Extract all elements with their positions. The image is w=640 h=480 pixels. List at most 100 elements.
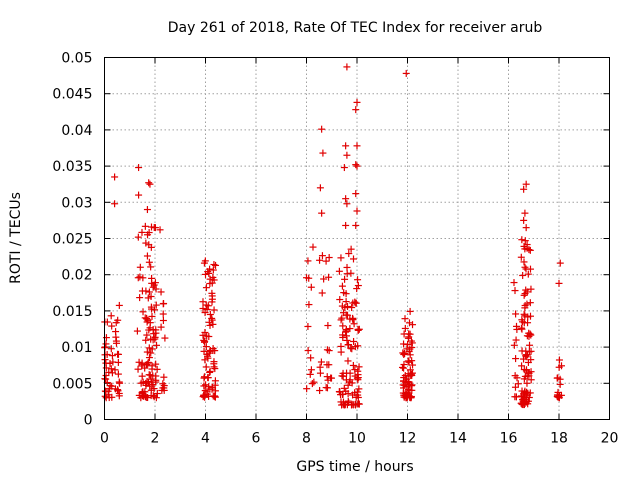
data-point [204, 302, 212, 310]
data-point [523, 332, 531, 340]
data-point-outlier [342, 221, 350, 229]
data-point [206, 367, 214, 375]
data-point-outlier [521, 209, 529, 217]
data-point [521, 388, 529, 396]
data-point [206, 275, 214, 283]
data-point [199, 331, 207, 339]
data-point [148, 345, 156, 353]
data-point-outlier [520, 185, 528, 193]
data-point [355, 385, 363, 393]
data-point [349, 361, 357, 369]
data-point [145, 241, 153, 249]
y-tick-label: 0.04 [61, 123, 92, 139]
y-tick-label: 0.05 [61, 51, 92, 67]
data-point [338, 282, 346, 290]
data-point [309, 243, 317, 251]
data-point [111, 385, 119, 393]
data-point [342, 298, 350, 306]
data-point [347, 245, 355, 253]
data-point [208, 292, 216, 300]
data-point [199, 305, 207, 313]
data-point [142, 239, 150, 247]
data-point [138, 372, 146, 380]
plot-frame [104, 57, 610, 420]
data-point [520, 319, 528, 327]
data-point [316, 256, 324, 264]
data-point [527, 285, 535, 293]
x-tick-label: 14 [449, 431, 467, 447]
data-point [152, 301, 160, 309]
x-tick-label: 20 [601, 431, 619, 447]
data-point [102, 340, 110, 348]
data-point [115, 301, 123, 309]
data-point-outlier [352, 161, 360, 169]
data-point [151, 306, 159, 314]
data-point [527, 376, 535, 384]
data-point [142, 336, 150, 344]
y-axis-label: ROTI / TECUs [8, 192, 24, 284]
data-point [200, 336, 208, 344]
data-point [337, 316, 345, 324]
data-point [404, 341, 412, 349]
data-point [521, 245, 529, 253]
x-tick-label: 10 [348, 431, 366, 447]
data-point [159, 310, 167, 318]
data-point [513, 322, 521, 330]
data-point-outlier [111, 200, 119, 208]
data-point [202, 284, 210, 292]
data-point [152, 372, 160, 380]
data-point [142, 381, 150, 389]
data-point [323, 384, 331, 392]
data-point [136, 263, 144, 271]
data-point [151, 335, 159, 343]
data-point [143, 331, 151, 339]
data-point [203, 388, 211, 396]
data-point [101, 392, 109, 400]
data-point-outlier [342, 142, 350, 150]
data-point [205, 269, 213, 277]
y-tick-labels: 0 0.005 0.01 0.015 0.02 0.025 0.03 0.035 0.04 0.0… [52, 51, 92, 429]
data-point [206, 346, 214, 354]
data-point [157, 323, 165, 331]
y-tick-label: 0.03 [61, 195, 92, 211]
data-point-outlier [342, 195, 350, 203]
data-point [318, 289, 326, 297]
data-point [343, 270, 351, 278]
data-point [337, 254, 345, 262]
data-point [512, 310, 520, 318]
data-point-outlier [353, 142, 361, 150]
data-point [354, 393, 362, 401]
data-point [134, 233, 142, 241]
data-point [148, 305, 156, 313]
data-point [524, 270, 532, 278]
data-point [303, 274, 311, 282]
data-point [518, 236, 526, 244]
data-point [340, 384, 348, 392]
data-point [409, 321, 417, 329]
data-point [345, 250, 353, 258]
data-point [145, 344, 153, 352]
data-point [316, 369, 324, 377]
data-point [354, 342, 362, 350]
data-point [323, 361, 331, 369]
data-point-outlier [556, 259, 564, 267]
data-point [206, 265, 214, 273]
data-point [511, 372, 519, 380]
data-point [152, 326, 160, 334]
data-point [354, 276, 362, 284]
data-point [349, 316, 357, 324]
data-point-outlier [343, 200, 351, 208]
data-point [320, 275, 328, 283]
data-point [150, 393, 158, 401]
data-point [204, 354, 212, 362]
data-point [401, 324, 409, 332]
x-tick-label: 16 [500, 431, 518, 447]
data-point [348, 304, 356, 312]
data-point [512, 336, 520, 344]
data-point [106, 382, 114, 390]
data-point [136, 273, 144, 281]
data-point [406, 345, 414, 353]
x-tick-label: 8 [302, 431, 311, 447]
data-point [148, 312, 156, 320]
data-point [142, 361, 150, 369]
